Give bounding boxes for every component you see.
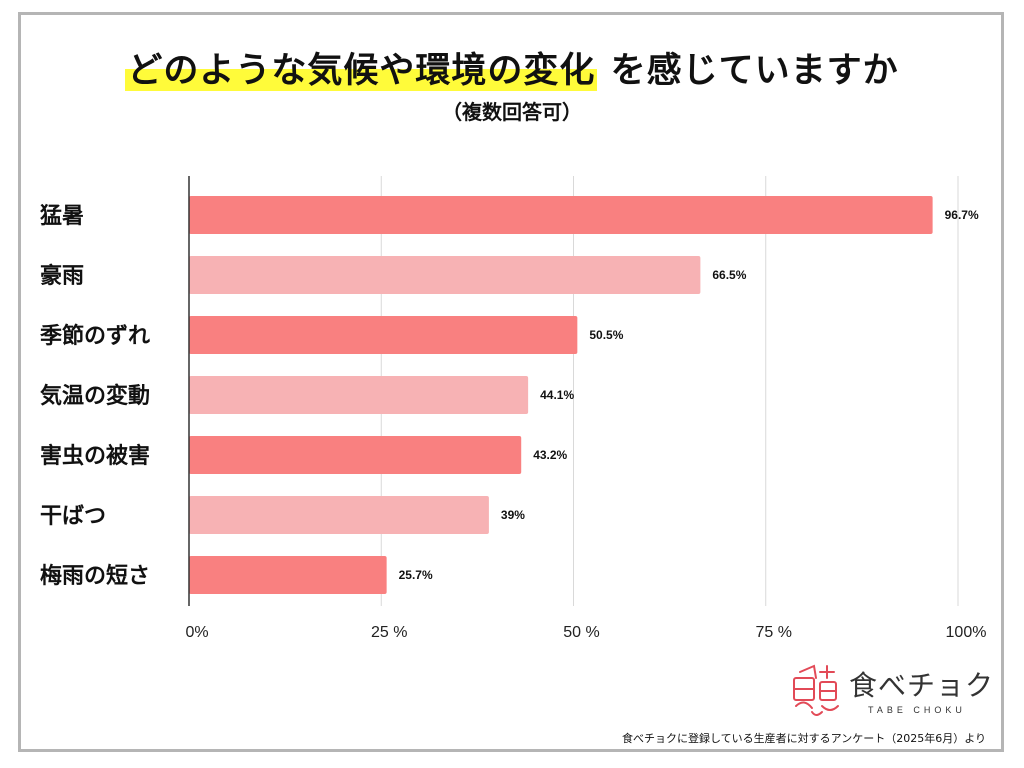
logo-mark-icon — [793, 664, 839, 716]
category-label: 気温の変動 — [40, 383, 150, 409]
x-tick-label: 75 % — [756, 624, 792, 641]
category-label: 梅雨の短さ — [40, 563, 150, 589]
bar — [189, 196, 933, 234]
category-label: 干ばつ — [40, 504, 106, 529]
chart-title: どのような気候や環境の変化 を感じていますか — [0, 42, 1024, 93]
bar — [189, 436, 522, 474]
x-tick-label: 50 % — [563, 624, 599, 641]
title-highlighted: どのような気候や環境の変化 — [125, 51, 598, 91]
category-label: 猛暑 — [39, 203, 84, 229]
x-tick-label: 25 % — [371, 624, 407, 641]
value-label: 66.5% — [712, 268, 746, 282]
chart-subtitle: （複数回答可） — [442, 100, 582, 124]
title-rest: を感じていますか — [610, 51, 899, 91]
category-label: 季節のずれ — [40, 323, 150, 349]
category-label: 害虫の被害 — [40, 443, 150, 469]
value-label: 96.7% — [945, 208, 979, 222]
value-label: 25.7% — [399, 568, 433, 582]
value-label: 39% — [501, 508, 525, 522]
category-label: 豪雨 — [40, 263, 84, 289]
bar — [189, 496, 489, 534]
bar — [189, 556, 387, 594]
bar — [189, 316, 578, 354]
bar — [189, 256, 701, 294]
logo-sub: TABE CHOKU — [868, 705, 966, 715]
source-footnote: 食べチョクに登録している生産者に対するアンケート（2025年6月）より — [621, 732, 986, 745]
value-label: 43.2% — [533, 448, 567, 462]
logo-name: 食べチョク — [849, 669, 995, 702]
value-label: 44.1% — [540, 388, 574, 402]
value-label: 50.5% — [589, 328, 623, 342]
x-tick-label: 0% — [185, 624, 208, 641]
bar — [189, 376, 529, 414]
x-tick-label: 100% — [946, 624, 987, 641]
tabechoku-logo: 食べチョク TABE CHOKU — [786, 662, 993, 722]
